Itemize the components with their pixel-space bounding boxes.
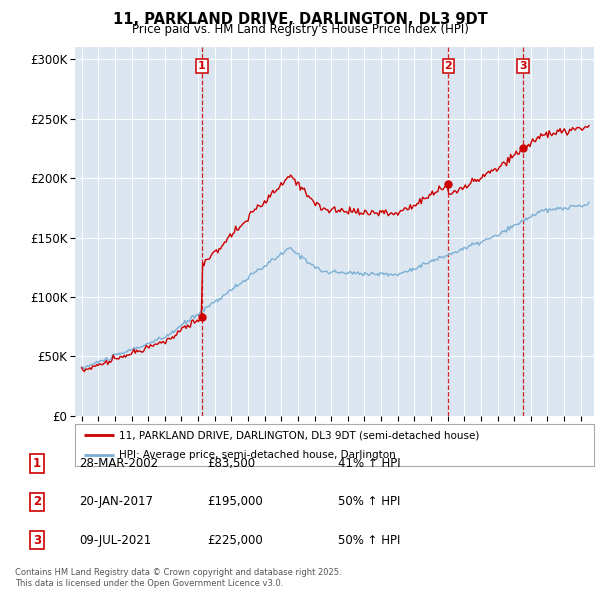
Text: 20-JAN-2017: 20-JAN-2017: [79, 495, 153, 509]
Text: 28-MAR-2002: 28-MAR-2002: [79, 457, 158, 470]
Text: 3: 3: [519, 61, 527, 71]
Text: 09-JUL-2021: 09-JUL-2021: [79, 533, 151, 547]
Text: £225,000: £225,000: [207, 533, 263, 547]
Text: 50% ↑ HPI: 50% ↑ HPI: [338, 495, 400, 509]
Text: 11, PARKLAND DRIVE, DARLINGTON, DL3 9DT: 11, PARKLAND DRIVE, DARLINGTON, DL3 9DT: [113, 12, 487, 27]
Text: 2: 2: [445, 61, 452, 71]
Text: HPI: Average price, semi-detached house, Darlington: HPI: Average price, semi-detached house,…: [119, 450, 396, 460]
Text: 11, PARKLAND DRIVE, DARLINGTON, DL3 9DT (semi-detached house): 11, PARKLAND DRIVE, DARLINGTON, DL3 9DT …: [119, 430, 479, 440]
Text: 2: 2: [33, 495, 41, 509]
Text: 41% ↑ HPI: 41% ↑ HPI: [338, 457, 401, 470]
Text: 1: 1: [198, 61, 206, 71]
Text: 3: 3: [33, 533, 41, 547]
Text: Price paid vs. HM Land Registry's House Price Index (HPI): Price paid vs. HM Land Registry's House …: [131, 23, 469, 36]
Text: £195,000: £195,000: [207, 495, 263, 509]
Text: 50% ↑ HPI: 50% ↑ HPI: [338, 533, 400, 547]
Text: 1: 1: [33, 457, 41, 470]
Text: £83,500: £83,500: [207, 457, 255, 470]
Text: Contains HM Land Registry data © Crown copyright and database right 2025.
This d: Contains HM Land Registry data © Crown c…: [15, 568, 341, 588]
